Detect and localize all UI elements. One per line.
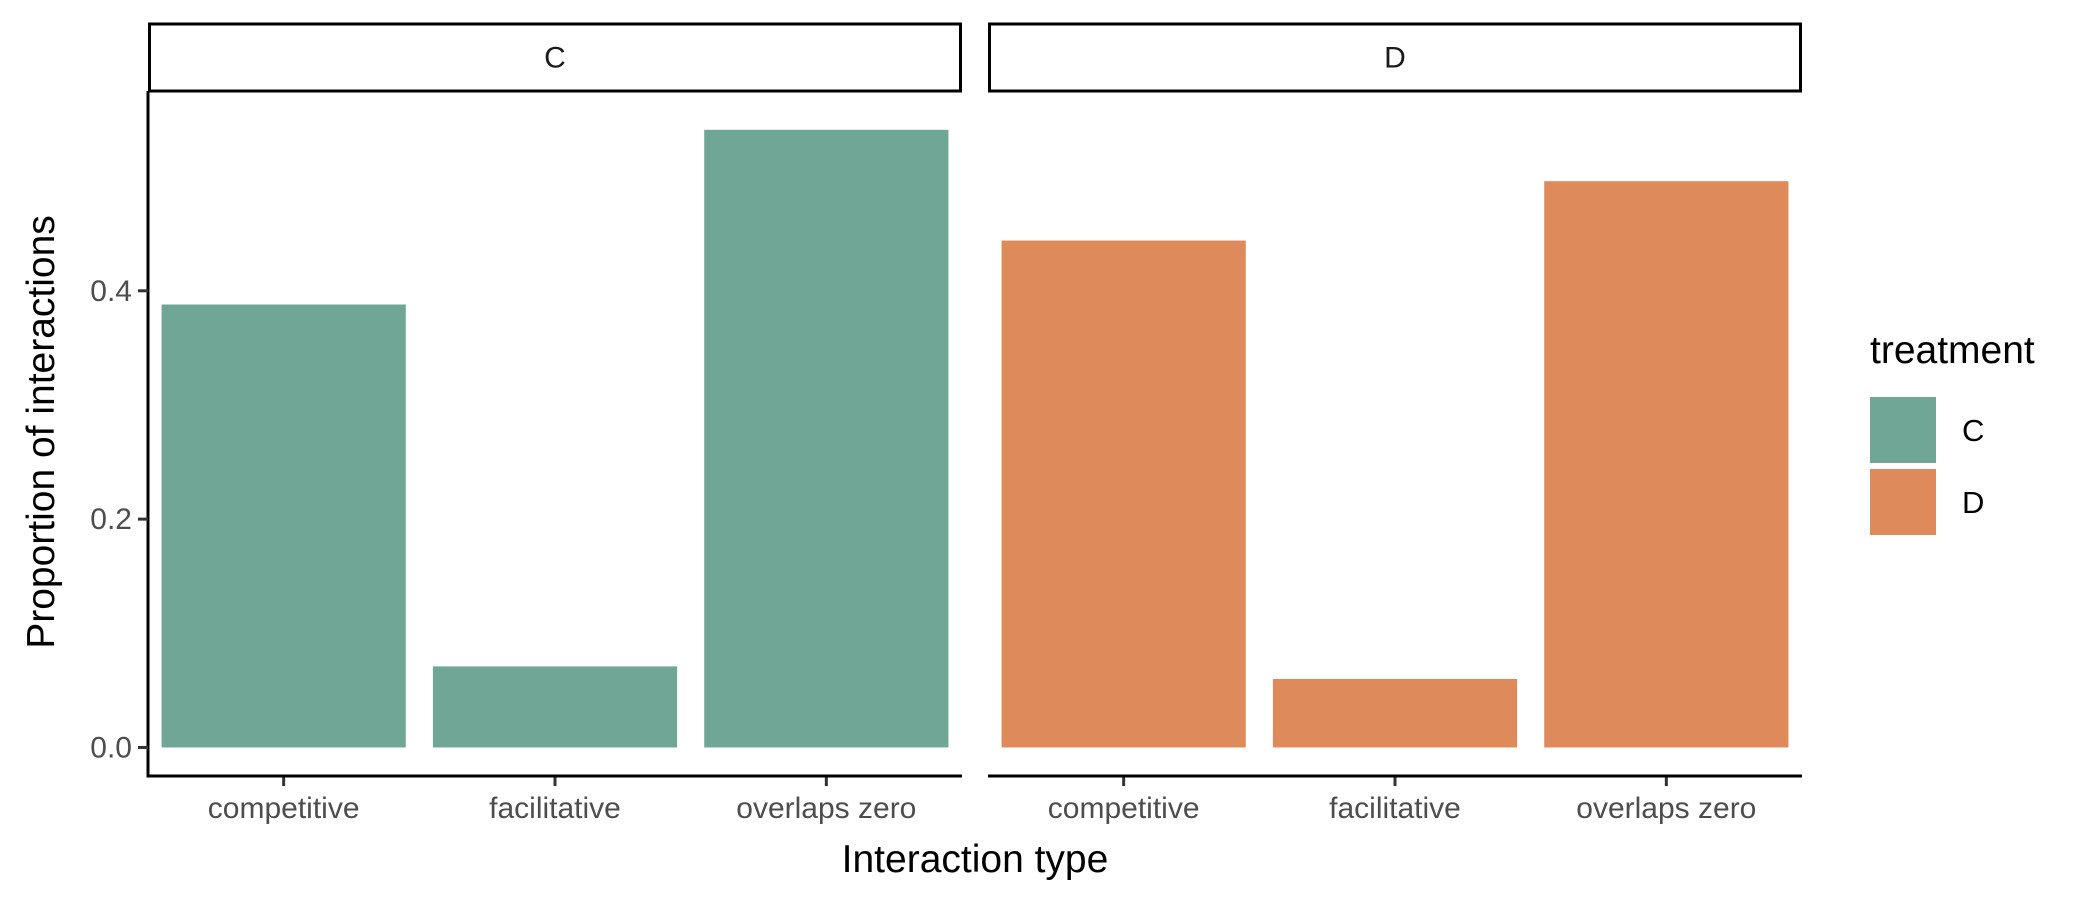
legend: treatment CD [1870,329,2035,535]
x-tick-label: competitive [208,792,360,825]
x-axis-title: Interaction type [842,838,1109,881]
bar-D-facilitative [1272,678,1518,748]
x-tick-label: facilitative [1329,792,1461,825]
y-tick-label: 0.2 [90,503,132,536]
y-tick-label: 0.4 [90,275,132,308]
x-tick-label: overlaps zero [736,792,916,825]
facet-strip-label: D [1384,42,1406,75]
facet-strip [988,22,1802,93]
legend-title: treatment [1870,329,2035,372]
legend-entries: CD [1870,397,1984,535]
legend-label-C: C [1962,413,1984,448]
x-tick-label: competitive [1048,792,1200,825]
x-tick-label: overlaps zero [1576,792,1756,825]
bar-C-facilitative [432,666,678,748]
facet-strip [148,22,962,93]
legend-key-C [1870,397,1936,463]
bar-D-competitive [1001,240,1246,748]
bar-D-overlaps-zero [1544,181,1789,748]
y-tick-label: 0.0 [90,731,132,764]
legend-key-D [1870,469,1936,535]
bar-C-overlaps-zero [704,129,949,748]
x-tick-label: facilitative [489,792,621,825]
facet-strip-label: C [544,42,566,75]
y-axis-title: Proportion of interactions [20,215,63,649]
bar-C-competitive [161,304,406,748]
legend-label-D: D [1962,485,1984,520]
